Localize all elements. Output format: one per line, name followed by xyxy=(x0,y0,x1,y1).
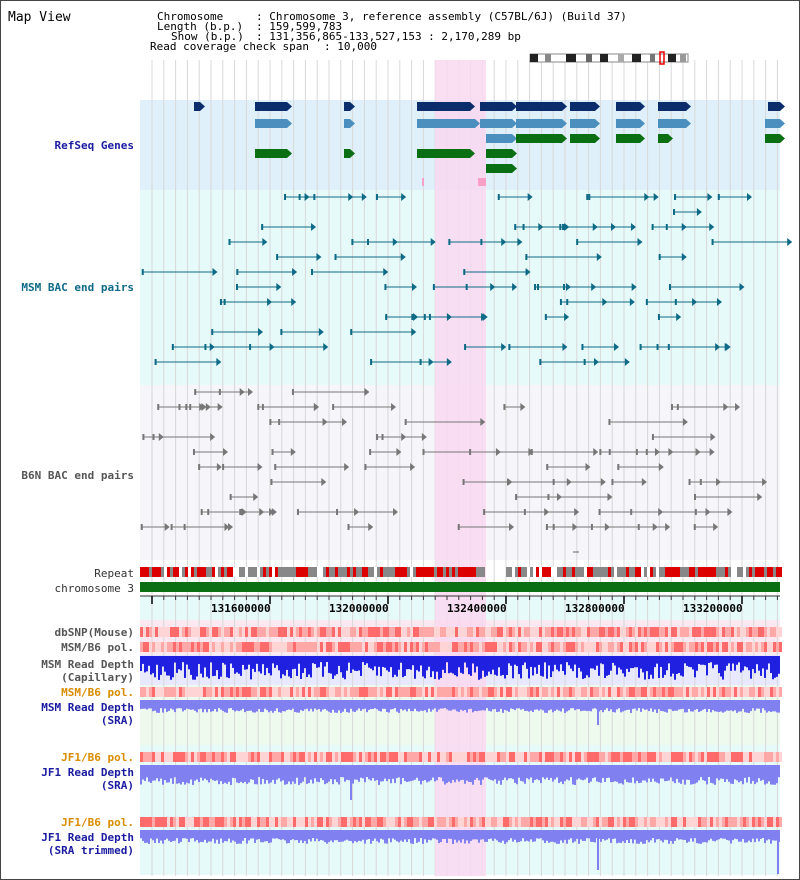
panel-border xyxy=(0,0,800,880)
map-view-panel: Map View Chromosome : Chromosome 3, refe… xyxy=(0,0,800,880)
